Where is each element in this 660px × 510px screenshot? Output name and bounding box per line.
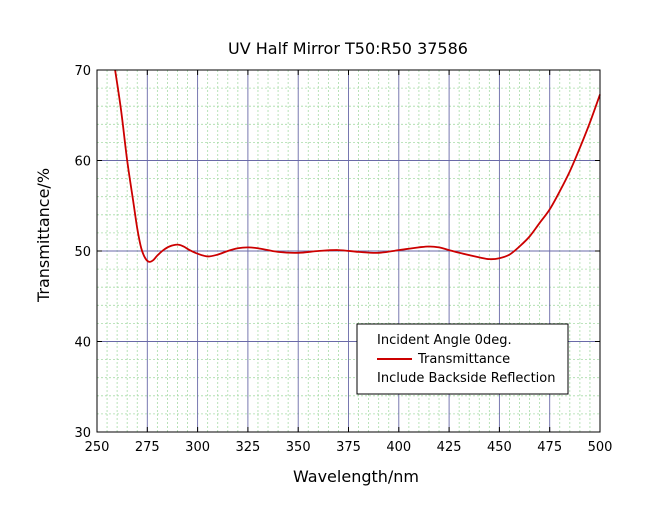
y-tick-label: 70 bbox=[74, 64, 91, 79]
x-tick-label: 300 bbox=[185, 440, 210, 455]
x-tick-label: 250 bbox=[85, 440, 110, 455]
x-tick-label: 375 bbox=[336, 440, 361, 455]
x-tick-labels: 250 275 300 325 350 375 400 425 450 475 500 bbox=[85, 440, 613, 455]
legend: Incident Angle 0deg. Transmittance Inclu… bbox=[356, 323, 569, 395]
y-tick-label: 50 bbox=[74, 245, 91, 260]
legend-series-label: Transmittance bbox=[417, 352, 510, 367]
x-tick-label: 500 bbox=[588, 440, 613, 455]
series-line-transmittance bbox=[114, 69, 601, 263]
x-tick-label: 475 bbox=[537, 440, 562, 455]
series-layer bbox=[114, 69, 601, 263]
x-tick-label: 350 bbox=[286, 440, 311, 455]
y-tick-label: 40 bbox=[74, 336, 91, 351]
x-tick-label: 275 bbox=[135, 440, 160, 455]
x-axis-title: Wavelength/nm bbox=[293, 467, 419, 486]
x-tick-label: 325 bbox=[235, 440, 260, 455]
x-tick-label: 425 bbox=[437, 440, 462, 455]
legend-footer: Include Backside Reflection bbox=[377, 371, 555, 386]
legend-header: Incident Angle 0deg. bbox=[377, 333, 512, 348]
y-tick-label: 30 bbox=[74, 426, 91, 441]
x-tick-label: 400 bbox=[386, 440, 411, 455]
y-tick-labels: 30 40 50 60 70 bbox=[74, 64, 91, 441]
y-tick-label: 60 bbox=[74, 155, 91, 170]
tick-marks bbox=[96, 69, 601, 433]
x-tick-label: 450 bbox=[487, 440, 512, 455]
y-axis-title: Transmittance/% bbox=[34, 168, 53, 303]
chart-title: UV Half Mirror T50:R50 37586 bbox=[228, 39, 468, 58]
